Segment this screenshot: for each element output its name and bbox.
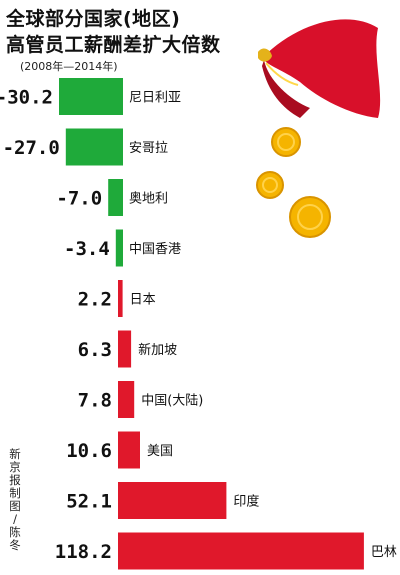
category-label-8: 印度 xyxy=(233,494,259,510)
gold-coin-icon xyxy=(271,127,301,157)
red-purse-icon xyxy=(262,19,381,118)
value-label-7: 10.6 xyxy=(66,440,112,462)
gold-coin-icon xyxy=(289,196,331,238)
category-label-9: 巴林 xyxy=(371,545,397,560)
category-label-4: 日本 xyxy=(130,293,156,308)
value-label-9: 118.2 xyxy=(55,541,112,563)
bar-5 xyxy=(118,330,132,368)
chart-title-line-2: 高管员工薪酬差扩大倍数 xyxy=(6,34,221,56)
category-label-0: 尼日利亚 xyxy=(129,91,181,106)
value-label-2: -7.0 xyxy=(56,188,102,210)
value-label-4: 2.2 xyxy=(78,289,112,311)
value-label-3: -3.4 xyxy=(64,238,110,260)
category-label-6: 中国(大陆) xyxy=(141,393,203,409)
category-label-7: 美国 xyxy=(147,444,173,459)
bar-4 xyxy=(118,280,123,317)
category-label-5: 新加坡 xyxy=(138,342,177,358)
bar-8 xyxy=(118,482,227,519)
purse-clasp xyxy=(258,48,272,62)
bar-3 xyxy=(115,229,123,267)
category-label-1: 安哥拉 xyxy=(129,141,168,156)
value-label-5: 6.3 xyxy=(78,339,112,361)
bar-1 xyxy=(65,128,123,166)
chart-title-line-1: 全球部分国家(地区) xyxy=(6,8,181,30)
bar-6 xyxy=(118,381,135,418)
value-label-1: -27.0 xyxy=(3,137,60,159)
value-label-8: 52.1 xyxy=(66,491,112,513)
category-label-3: 中国香港 xyxy=(129,242,181,257)
category-label-2: 奥地利 xyxy=(129,192,168,207)
gold-coin-icon xyxy=(256,171,284,199)
value-label-0: -30.2 xyxy=(0,87,53,109)
credit-vertical: 新京报制图 / 陈冬 xyxy=(9,447,21,552)
bar-2 xyxy=(108,179,123,216)
bar-0 xyxy=(59,78,123,115)
value-label-6: 7.8 xyxy=(78,390,112,412)
purse-illustration xyxy=(256,19,381,238)
bar-9 xyxy=(118,532,364,570)
chart-subtitle: (2008年—2014年) xyxy=(20,60,118,73)
bar-7 xyxy=(118,431,140,469)
